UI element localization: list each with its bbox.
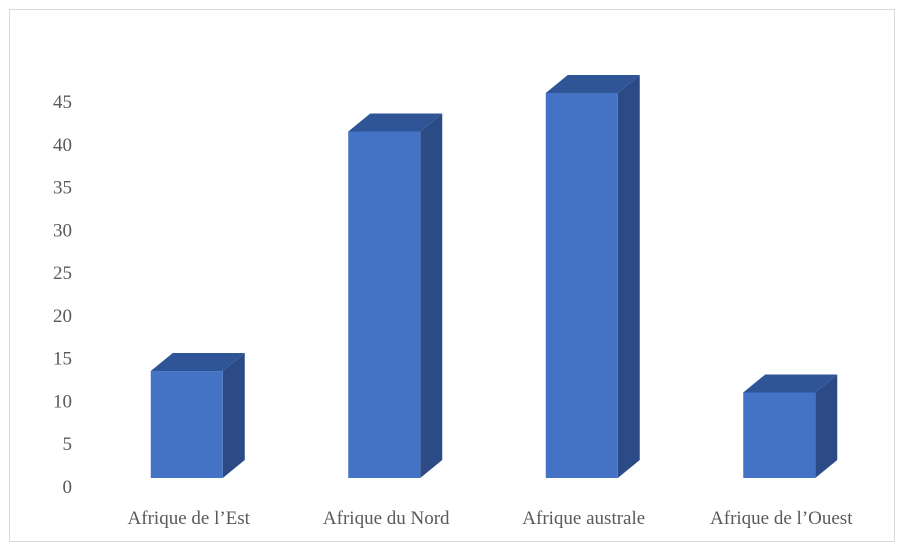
y-tick-label: 40	[53, 135, 72, 156]
y-tick-label: 45	[53, 92, 72, 113]
bar-top-face	[743, 374, 838, 393]
bar-top-face	[150, 353, 245, 372]
bar-side-face	[815, 374, 838, 478]
bar-top-face	[348, 113, 443, 132]
x-category-label: Afrique australe	[522, 508, 645, 529]
bar-top-face	[545, 75, 640, 93]
x-category-label: Afrique du Nord	[323, 508, 450, 529]
y-tick-label: 30	[53, 220, 72, 241]
y-tick-label: 10	[53, 391, 72, 412]
bar-side-face	[617, 75, 640, 478]
y-tick-label: 20	[53, 306, 72, 327]
y-tick-label: 0	[63, 477, 73, 498]
bar-front-face	[545, 93, 618, 478]
y-tick-label: 15	[53, 349, 72, 370]
y-tick-label: 5	[63, 434, 73, 455]
bar	[545, 75, 640, 478]
y-axis-ticks: 0 5 10 15 20 25 30 35 40 45	[53, 92, 72, 498]
bar	[743, 374, 838, 478]
bar	[150, 353, 245, 478]
bar-front-face	[348, 131, 421, 478]
x-category-label: Afrique de l’Ouest	[710, 508, 853, 529]
x-axis-labels: Afrique de l’Est Afrique du Nord Afrique a…	[128, 508, 854, 529]
y-tick-label: 35	[53, 178, 72, 199]
bar	[348, 113, 443, 478]
bar-side-face	[222, 353, 245, 478]
bar-front-face	[150, 371, 223, 478]
x-category-label: Afrique de l’Est	[128, 508, 251, 529]
bar-front-face	[743, 392, 816, 478]
bars	[150, 75, 838, 478]
bar-side-face	[420, 113, 443, 478]
y-tick-label: 25	[53, 263, 72, 284]
